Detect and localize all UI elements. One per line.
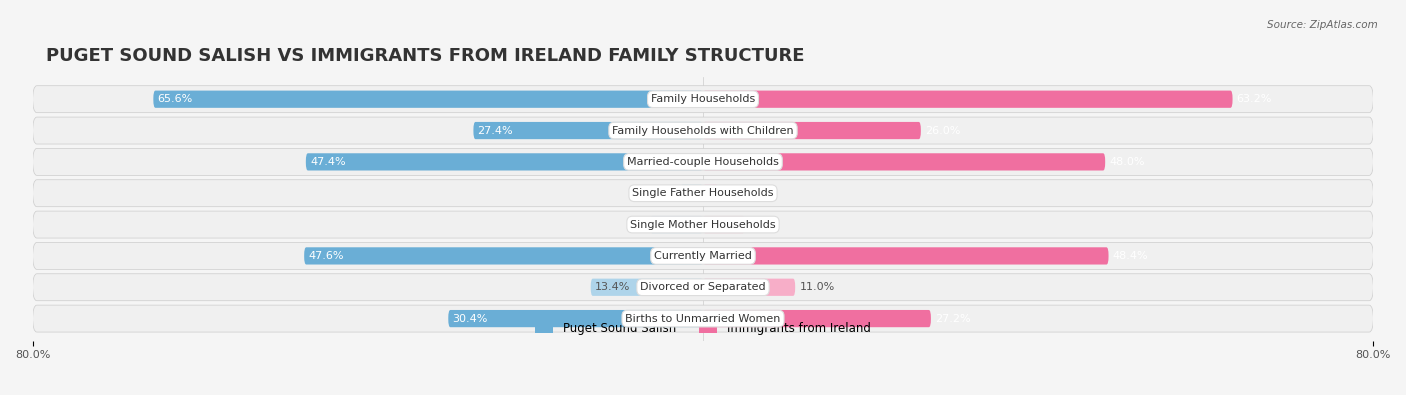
FancyBboxPatch shape [703,216,745,233]
Text: 63.2%: 63.2% [1237,94,1272,104]
FancyBboxPatch shape [474,122,703,139]
FancyBboxPatch shape [591,278,703,296]
FancyBboxPatch shape [153,90,703,108]
Text: PUGET SOUND SALISH VS IMMIGRANTS FROM IRELAND FAMILY STRUCTURE: PUGET SOUND SALISH VS IMMIGRANTS FROM IR… [46,47,804,65]
Text: 47.6%: 47.6% [308,251,344,261]
FancyBboxPatch shape [650,216,703,233]
Text: Divorced or Separated: Divorced or Separated [640,282,766,292]
FancyBboxPatch shape [32,180,1374,207]
Text: 6.3%: 6.3% [654,220,683,229]
FancyBboxPatch shape [703,310,931,327]
Text: 11.0%: 11.0% [800,282,835,292]
FancyBboxPatch shape [703,247,1108,265]
Text: 27.2%: 27.2% [935,314,970,324]
Text: Married-couple Households: Married-couple Households [627,157,779,167]
FancyBboxPatch shape [449,310,703,327]
FancyBboxPatch shape [703,184,718,202]
Text: 26.0%: 26.0% [925,126,960,135]
Text: Births to Unmarried Women: Births to Unmarried Women [626,314,780,324]
FancyBboxPatch shape [32,117,1374,144]
FancyBboxPatch shape [32,149,1374,175]
Text: 1.8%: 1.8% [723,188,751,198]
Text: 5.0%: 5.0% [749,220,778,229]
Text: 47.4%: 47.4% [311,157,346,167]
FancyBboxPatch shape [32,211,1374,238]
Legend: Puget Sound Salish, Immigrants from Ireland: Puget Sound Salish, Immigrants from Irel… [530,318,876,340]
Text: 30.4%: 30.4% [453,314,488,324]
Text: 48.0%: 48.0% [1109,157,1144,167]
Text: Family Households: Family Households [651,94,755,104]
FancyBboxPatch shape [304,247,703,265]
Text: 65.6%: 65.6% [157,94,193,104]
Text: Single Father Households: Single Father Households [633,188,773,198]
Text: 27.4%: 27.4% [478,126,513,135]
Text: Family Households with Children: Family Households with Children [612,126,794,135]
FancyBboxPatch shape [32,305,1374,332]
Text: Single Mother Households: Single Mother Households [630,220,776,229]
FancyBboxPatch shape [703,153,1105,171]
FancyBboxPatch shape [703,90,1233,108]
Text: 48.4%: 48.4% [1112,251,1149,261]
Text: Currently Married: Currently Married [654,251,752,261]
FancyBboxPatch shape [32,243,1374,269]
FancyBboxPatch shape [307,153,703,171]
FancyBboxPatch shape [703,278,796,296]
FancyBboxPatch shape [32,274,1374,301]
FancyBboxPatch shape [32,86,1374,113]
Text: 13.4%: 13.4% [595,282,630,292]
Text: 2.7%: 2.7% [685,188,713,198]
FancyBboxPatch shape [681,184,703,202]
FancyBboxPatch shape [703,122,921,139]
Text: Source: ZipAtlas.com: Source: ZipAtlas.com [1267,20,1378,30]
